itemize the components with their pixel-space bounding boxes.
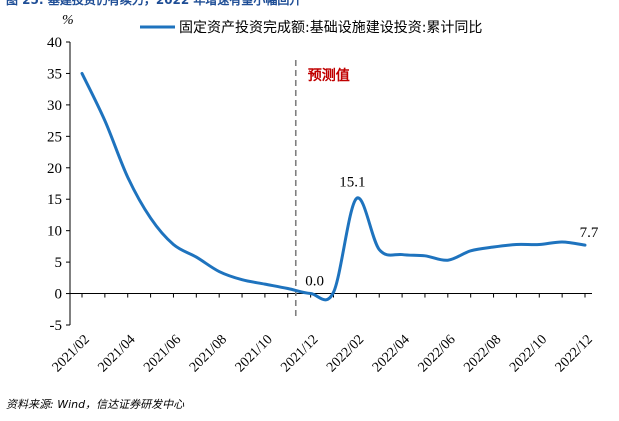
y-tick-label: -5 <box>50 318 63 334</box>
chart-series <box>80 71 587 302</box>
series-line-infrastructure-investment <box>80 71 587 302</box>
x-tick-label: 2022/10 <box>507 332 550 375</box>
chart-axes <box>69 42 592 325</box>
x-tick-label: 2021/12 <box>278 332 321 375</box>
x-tick-label: 2021/06 <box>141 332 184 375</box>
y-tick-label: 20 <box>47 161 62 177</box>
legend-label: 固定资产投资完成额:基础设施建设投资:累计同比 <box>179 19 482 36</box>
x-tick-label: 2021/08 <box>187 332 230 375</box>
x-tick-label: 2021/02 <box>50 332 93 375</box>
data-label: 15.1 <box>339 175 365 191</box>
x-tick-label: 2022/08 <box>461 332 504 375</box>
figure-title: 图 25: 基建投资仍有续力，2022 年增速有望小幅回升 <box>6 0 302 7</box>
y-tick-label: 35 <box>47 66 62 82</box>
forecast-label: 预测值 <box>308 67 350 84</box>
x-tick-label: 2022/02 <box>324 332 367 375</box>
y-axis-unit-label: % <box>62 13 74 28</box>
source-note: 资料来源: Wind，信达证券研发中心 <box>6 398 185 411</box>
y-tick-label: 15 <box>47 192 62 208</box>
x-tick-label: 2021/04 <box>95 332 138 375</box>
x-tick-label: 2022/12 <box>553 332 596 375</box>
x-tick-label: 2022/06 <box>416 332 459 375</box>
y-tick-label: 5 <box>55 255 63 271</box>
chart-data-labels: 0.0 15.1 7.7 <box>305 175 599 290</box>
data-label: 0.0 <box>305 274 324 290</box>
x-tick-label: 2021/10 <box>233 332 276 375</box>
y-tick-label: 25 <box>47 129 62 145</box>
chart-legend: 固定资产投资完成额:基础设施建设投资:累计同比 <box>140 19 482 36</box>
y-tick-label: 30 <box>47 98 62 114</box>
y-tick-label: 40 <box>47 35 62 51</box>
x-tick-label: 2022/04 <box>370 332 413 375</box>
forecast-divider: 预测值 <box>294 60 350 318</box>
y-tick-label: 10 <box>47 224 62 240</box>
y-tick-label: 0 <box>55 287 63 303</box>
data-label: 7.7 <box>580 225 599 241</box>
